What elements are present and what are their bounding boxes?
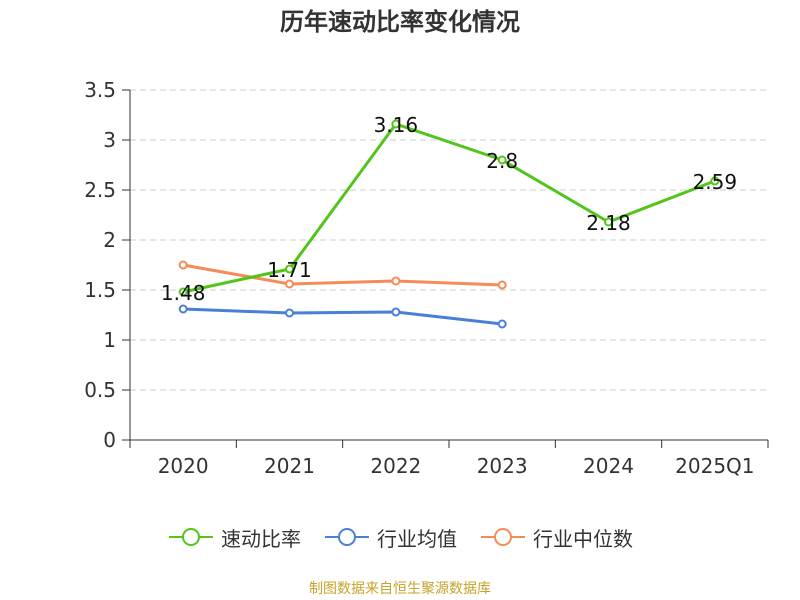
x-tick-label: 2020 xyxy=(158,454,209,478)
legend-marker-icon xyxy=(169,528,213,546)
legend-label: 行业均值 xyxy=(377,526,457,551)
data-label: 3.16 xyxy=(374,113,419,137)
data-point[interactable] xyxy=(710,176,720,186)
data-label: 2.59 xyxy=(693,170,738,194)
y-tick-label: 3.5 xyxy=(84,78,116,102)
data-label: 2.8 xyxy=(486,149,518,173)
series-line xyxy=(183,307,503,326)
legend: 速动比率 行业均值 行业中位数 xyxy=(0,520,800,554)
axes: 0 0.5 1 1.5 2 2.5 3 3.5 2020 2021 2022 2023 2024 2025… xyxy=(84,78,769,478)
y-tick-label: 0 xyxy=(103,428,116,452)
data-point[interactable] xyxy=(497,319,507,329)
data-point[interactable] xyxy=(497,280,507,290)
legend-marker-icon xyxy=(481,528,525,546)
data-point[interactable] xyxy=(391,276,401,286)
x-tick-label: 2022 xyxy=(370,454,421,478)
y-tick-label: 1.5 xyxy=(84,278,116,302)
data-point[interactable] xyxy=(604,217,613,227)
x-tick-label: 2025Q1 xyxy=(675,454,754,478)
data-point[interactable] xyxy=(285,279,294,289)
series-line xyxy=(182,122,716,294)
y-tick-label: 2 xyxy=(103,228,116,252)
data-point[interactable] xyxy=(178,304,188,314)
series-line xyxy=(182,263,503,287)
y-tick-label: 0.5 xyxy=(84,378,116,402)
data-point[interactable] xyxy=(178,260,188,270)
x-tick-label: 2021 xyxy=(264,454,315,478)
grid-lines xyxy=(130,89,768,391)
data-label: 1.71 xyxy=(267,258,312,282)
legend-label: 行业中位数 xyxy=(533,526,633,551)
legend-item-quick-ratio[interactable]: 速动比率 xyxy=(167,523,301,552)
data-label: 1.48 xyxy=(161,281,206,305)
data-labels: 1.48 1.71 3.16 2.8 2.18 2.59 xyxy=(161,113,737,305)
y-tick-label: 3 xyxy=(103,128,116,152)
series-lines xyxy=(178,119,720,329)
data-point[interactable] xyxy=(178,287,188,297)
chart-title: 历年速动比率变化情况 xyxy=(280,8,520,36)
data-point[interactable] xyxy=(497,155,507,165)
data-point[interactable] xyxy=(285,308,294,318)
source-note: 制图数据来自恒生聚源数据库 xyxy=(309,581,491,597)
y-tick-label: 1 xyxy=(103,328,116,352)
legend-item-industry-mean[interactable]: 行业均值 xyxy=(323,523,457,552)
x-tick-label: 2023 xyxy=(477,454,528,478)
legend-label: 速动比率 xyxy=(221,526,301,551)
legend-item-industry-median[interactable]: 行业中位数 xyxy=(479,523,633,552)
x-tick-label: 2024 xyxy=(583,454,634,478)
data-point[interactable] xyxy=(391,119,401,129)
data-point[interactable] xyxy=(391,307,401,317)
legend-marker-icon xyxy=(325,528,369,546)
data-label: 2.18 xyxy=(586,211,631,235)
y-tick-label: 2.5 xyxy=(84,178,116,202)
data-point[interactable] xyxy=(285,264,294,274)
